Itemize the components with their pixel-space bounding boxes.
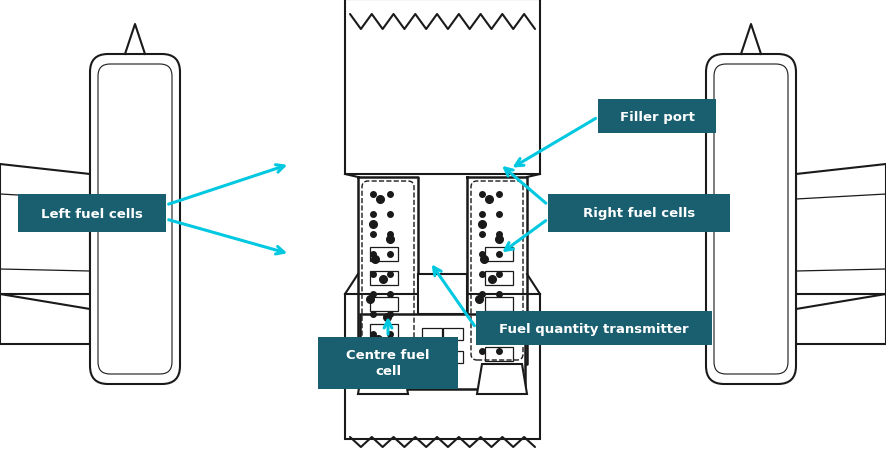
Bar <box>360 314 525 389</box>
Text: Fuel quantity transmitter: Fuel quantity transmitter <box>499 322 688 335</box>
Polygon shape <box>477 364 527 394</box>
Bar <box>485 347 513 361</box>
Bar <box>476 311 712 345</box>
Bar <box>370 248 398 262</box>
Polygon shape <box>0 165 90 294</box>
Bar <box>318 337 458 389</box>
Text: Filler port: Filler port <box>619 110 695 123</box>
FancyBboxPatch shape <box>706 55 796 384</box>
Polygon shape <box>796 294 886 344</box>
Bar <box>370 298 398 311</box>
Bar <box>418 274 467 314</box>
Bar <box>370 271 398 285</box>
Text: Left fuel cells: Left fuel cells <box>41 207 143 220</box>
Bar <box>548 195 730 233</box>
Bar <box>422 351 442 363</box>
Bar <box>443 351 463 363</box>
Bar <box>443 328 463 340</box>
Polygon shape <box>358 364 408 394</box>
Bar <box>18 195 166 233</box>
Bar <box>345 0 540 175</box>
Text: Right fuel cells: Right fuel cells <box>583 207 696 220</box>
Text: Centre fuel
cell: Centre fuel cell <box>346 349 430 378</box>
Polygon shape <box>0 294 90 344</box>
Bar <box>370 324 398 338</box>
FancyBboxPatch shape <box>90 55 180 384</box>
Bar <box>598 100 716 134</box>
Polygon shape <box>796 165 886 294</box>
Bar <box>485 248 513 262</box>
Bar <box>485 298 513 311</box>
Bar <box>485 271 513 285</box>
Bar <box>485 324 513 338</box>
Bar <box>422 328 442 340</box>
Bar <box>345 294 540 439</box>
Bar <box>370 347 398 361</box>
